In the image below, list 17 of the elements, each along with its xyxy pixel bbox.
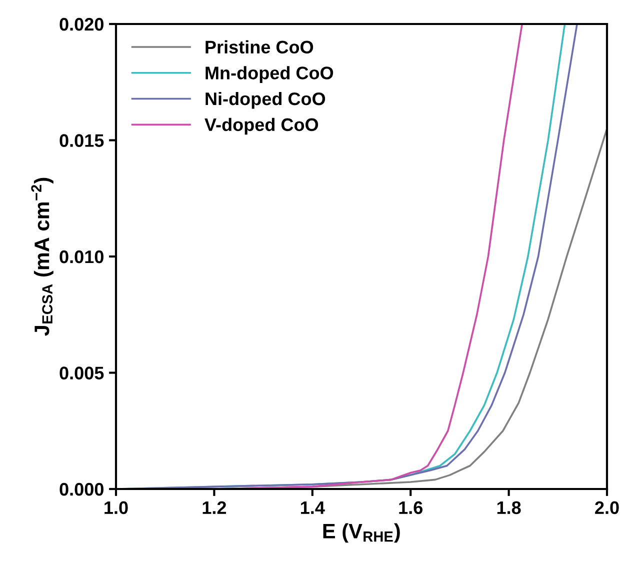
y-tick-label: 0.015 xyxy=(60,134,104,147)
legend-label: V-doped CoO xyxy=(204,118,318,135)
x-tick-label: 1.6 xyxy=(399,501,422,514)
y-tick-label: 0.010 xyxy=(60,250,104,264)
y-tick-label: 0.005 xyxy=(60,366,104,380)
y-axis-title: J$_{ECSA}$ (mA cm$^{−2}$) xyxy=(31,178,54,336)
legend-label: Ni-doped CoO xyxy=(206,92,326,109)
x-tick-label: 1.8 xyxy=(497,501,521,514)
x-tick-label: 2.0 xyxy=(595,501,619,514)
legend-label: Mn-doped CoO xyxy=(206,66,334,83)
x-axis-title: E (V$_{RHE}$) xyxy=(323,523,400,543)
x-tick-label: 1.0 xyxy=(104,501,128,514)
x-tick-label: 1.2 xyxy=(202,501,226,514)
x-tick-label: 1.4 xyxy=(300,501,325,514)
y-tick-label: 0.000 xyxy=(60,482,104,496)
legend-label: Pristine CoO xyxy=(206,40,314,54)
y-tick-label: 0.020 xyxy=(60,18,104,31)
